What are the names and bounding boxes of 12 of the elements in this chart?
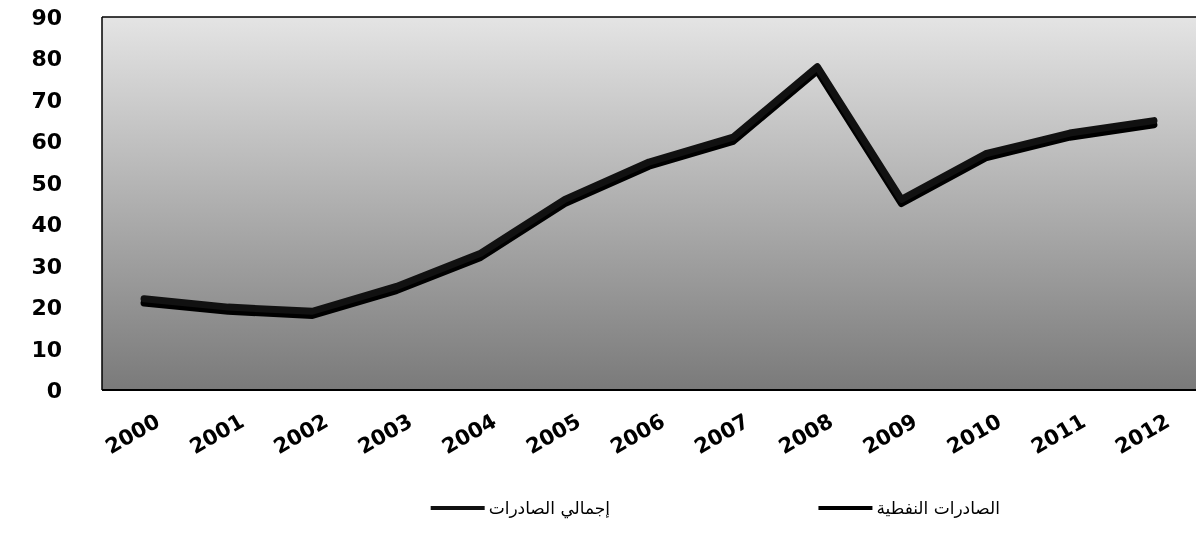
y-tick-label: 80 bbox=[31, 46, 62, 72]
y-tick-label: 20 bbox=[31, 295, 62, 321]
y-tick-label: 10 bbox=[31, 336, 62, 362]
y-tick-label: 90 bbox=[31, 5, 62, 30]
legend-label: الصادرات النفطية bbox=[876, 498, 1000, 518]
legend-label: إجمالي الصادرات bbox=[488, 498, 610, 519]
y-tick-label: 30 bbox=[31, 253, 62, 279]
y-tick-label: 0 bbox=[46, 378, 62, 403]
y-tick-label: 60 bbox=[31, 129, 62, 155]
y-tick-label: 40 bbox=[31, 212, 62, 238]
y-tick-label: 50 bbox=[31, 170, 62, 196]
y-tick-label: 70 bbox=[31, 87, 62, 113]
